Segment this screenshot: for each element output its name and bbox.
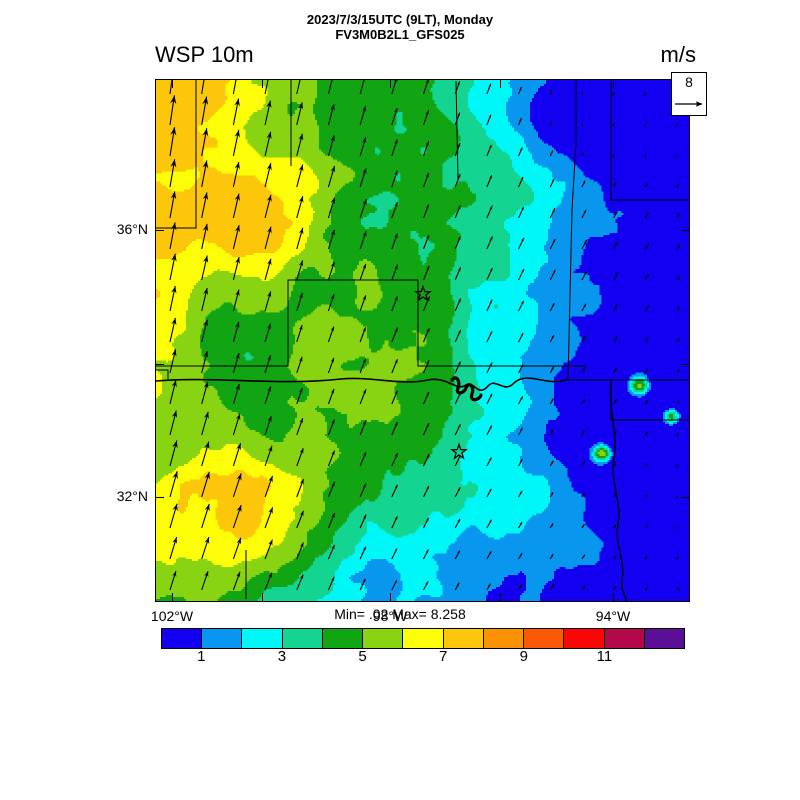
lon-tick-top--98 bbox=[390, 79, 391, 88]
right-arrow-icon bbox=[675, 101, 703, 107]
colorbar-segment-9 bbox=[524, 629, 565, 648]
lon-tick-bottom--96 bbox=[500, 593, 501, 602]
map-plot-area[interactable] bbox=[155, 79, 690, 602]
lon-tick-top--102 bbox=[172, 79, 173, 88]
colorbar-segment-2 bbox=[242, 629, 283, 648]
lat-tick-left-32 bbox=[155, 497, 164, 498]
colorbar-segment-10 bbox=[564, 629, 605, 648]
figure-title: 2023/7/3/15UTC (9LT), Monday FV3M0B2L1_G… bbox=[0, 12, 800, 42]
colorbar-segment-5 bbox=[363, 629, 404, 648]
colorbar-segment-12 bbox=[644, 629, 685, 648]
lat-tick-left-36 bbox=[155, 230, 164, 231]
title-datetime: 2023/7/3/15UTC (9LT), Monday bbox=[306, 12, 494, 27]
lon-tick-top--96 bbox=[500, 79, 501, 88]
wind-speed-shaded-field bbox=[156, 80, 689, 601]
colorbar-tick-5: 5 bbox=[358, 648, 367, 665]
lon-tick-bottom--94 bbox=[613, 593, 614, 602]
variable-label: WSP 10m bbox=[155, 42, 254, 67]
lon-tick-top--100 bbox=[262, 79, 263, 88]
reference-vector-value: 8 bbox=[685, 74, 693, 90]
colorbar-segment-8 bbox=[483, 629, 525, 648]
colorbar-tick-labels: 1 3 5 7 9 11 bbox=[161, 648, 685, 668]
lon-tick-top--94 bbox=[613, 79, 614, 88]
lat-label-36: 36°N bbox=[116, 221, 148, 237]
lon-label--98: 98°W bbox=[372, 608, 408, 624]
units-label: m/s bbox=[660, 42, 696, 67]
colorbar-segment-4 bbox=[322, 629, 364, 648]
colorbar-segment-1 bbox=[202, 629, 243, 648]
lat-tick-right-34 bbox=[681, 364, 690, 365]
lon-tick-bottom--100 bbox=[262, 593, 263, 602]
lat-tick-left-34 bbox=[155, 364, 164, 365]
lon-label--94: 94°W bbox=[595, 608, 631, 624]
colorbar-segment-11 bbox=[604, 629, 645, 648]
colorbar-segment-7 bbox=[443, 629, 484, 648]
lat-tick-right-32 bbox=[681, 497, 690, 498]
lon-label--102: 102°W bbox=[150, 608, 194, 624]
lat-label-32: 32°N bbox=[116, 488, 148, 504]
colorbar-tick-7: 7 bbox=[439, 648, 448, 665]
lon-tick-bottom--102 bbox=[172, 593, 173, 602]
colorbar-tick-1: 1 bbox=[197, 648, 206, 665]
title-model-id: FV3M0B2L1_GFS025 bbox=[335, 27, 465, 42]
colorbar-tick-9: 9 bbox=[519, 648, 528, 665]
colorbar-segment-3 bbox=[282, 629, 323, 648]
colorbar-segment-6 bbox=[403, 629, 444, 648]
colorbar-tick-3: 3 bbox=[277, 648, 287, 665]
colorbar-tick-11: 11 bbox=[596, 648, 613, 665]
reference-vector-key: 8 bbox=[671, 72, 707, 116]
lon-tick-bottom--98 bbox=[390, 593, 391, 602]
lat-tick-right-36 bbox=[681, 230, 690, 231]
colorbar[interactable] bbox=[161, 628, 685, 649]
min-max-annotation: Min= .02 Max= 8.258 bbox=[334, 606, 466, 622]
colorbar-segment-0 bbox=[162, 629, 203, 648]
